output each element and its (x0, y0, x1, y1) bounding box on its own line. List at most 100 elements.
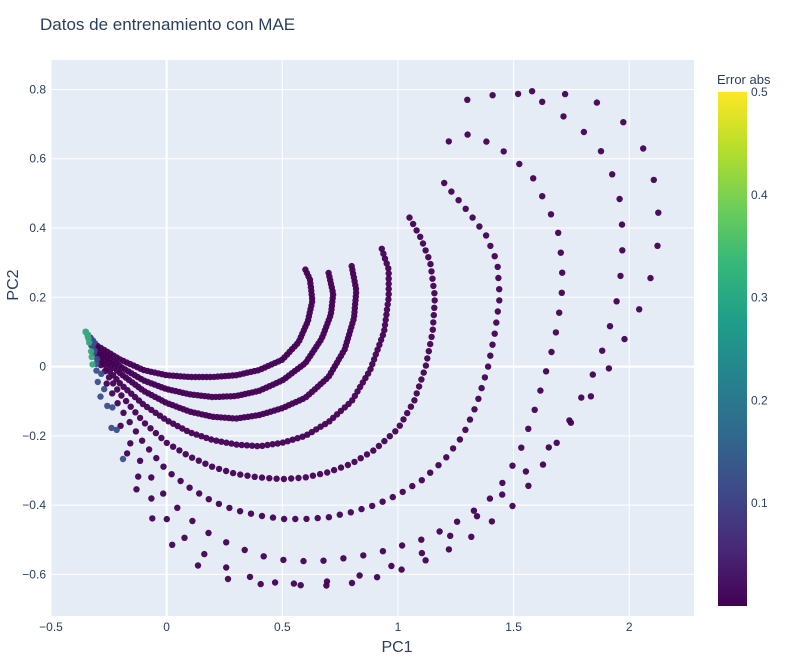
data-point (478, 384, 485, 392)
data-point (425, 348, 432, 355)
data-point (97, 393, 104, 400)
y-tick-label: 0 (39, 360, 46, 374)
data-point (456, 436, 464, 443)
data-point (148, 495, 155, 502)
y-axis-title: PC2 (5, 269, 22, 300)
data-point (418, 376, 425, 383)
data-point (464, 131, 471, 138)
data-point (269, 441, 276, 448)
data-point (188, 454, 196, 461)
colorbar-tick-label: 0.5 (751, 85, 768, 99)
data-point (555, 229, 562, 236)
data-point (427, 469, 434, 476)
data-point (188, 429, 195, 437)
data-point (273, 475, 280, 482)
data-point (360, 552, 367, 559)
data-point (193, 431, 200, 438)
data-point (169, 443, 177, 450)
data-point (203, 434, 210, 442)
data-point (436, 528, 443, 535)
data-point (325, 514, 333, 521)
colorbar-tick-label: 0.1 (751, 496, 768, 510)
data-point (325, 269, 332, 277)
data-point (300, 557, 307, 565)
data-point (373, 574, 381, 581)
data-point (621, 335, 628, 343)
data-point (385, 280, 392, 288)
data-point (254, 442, 261, 450)
x-tick-label: 0.5 (274, 620, 291, 634)
data-point (127, 440, 134, 447)
data-point (109, 390, 116, 397)
data-point (418, 536, 425, 543)
data-point (466, 416, 474, 423)
y-tick-label: 0.8 (29, 82, 46, 96)
data-point (87, 348, 95, 355)
data-point (248, 442, 256, 449)
data-point (236, 508, 244, 515)
data-point (208, 463, 216, 470)
data-point (383, 306, 391, 313)
data-point (522, 468, 530, 475)
data-point (496, 286, 503, 293)
data-point (431, 290, 438, 297)
data-point (381, 437, 388, 445)
data-point (435, 462, 442, 469)
data-point (120, 409, 127, 416)
data-point (118, 392, 125, 399)
data-point (385, 270, 392, 277)
data-point (356, 572, 363, 579)
colorbar-tick-label: 0.2 (751, 393, 768, 407)
data-point (258, 512, 266, 520)
data-point (292, 515, 299, 523)
data-point (244, 472, 251, 479)
data-point (377, 336, 385, 344)
data-point (537, 387, 544, 394)
data-point (194, 562, 202, 569)
data-point (455, 197, 462, 204)
data-point (141, 420, 149, 427)
data-point (449, 445, 457, 452)
data-point (94, 378, 102, 386)
data-point (288, 475, 295, 482)
colorbar-title: Error abs (717, 72, 771, 87)
data-point (218, 438, 225, 445)
data-point (443, 454, 450, 461)
y-tick-label: 0.6 (29, 152, 46, 166)
data-point (215, 500, 223, 508)
y-tick-label: −0.6 (22, 567, 46, 581)
data-point (640, 145, 647, 152)
data-point (357, 455, 364, 462)
data-point (476, 223, 483, 230)
data-point (302, 266, 309, 273)
x-tick-label: 1.5 (505, 620, 522, 634)
data-point (400, 416, 407, 423)
data-point (605, 365, 613, 372)
y-tick-label: 0.4 (29, 221, 46, 235)
data-point (294, 435, 301, 442)
data-point (375, 442, 383, 450)
data-point (202, 460, 209, 467)
data-point (370, 447, 377, 454)
data-point (89, 361, 96, 368)
data-point (425, 254, 432, 261)
data-point (386, 433, 393, 440)
data-point (223, 439, 230, 446)
data-point (367, 365, 374, 373)
data-point (224, 575, 232, 583)
data-point (509, 462, 516, 469)
data-point (531, 406, 538, 413)
data-point (409, 482, 416, 490)
data-point (398, 566, 405, 573)
data-point (198, 433, 205, 440)
data-point (98, 370, 105, 377)
data-point (324, 469, 331, 476)
data-point (404, 409, 411, 417)
data-point (370, 356, 378, 363)
data-point (382, 316, 389, 324)
data-point (358, 505, 365, 513)
data-point (126, 418, 133, 426)
data-point (257, 580, 264, 588)
data-point (430, 311, 437, 319)
data-point (93, 367, 100, 374)
